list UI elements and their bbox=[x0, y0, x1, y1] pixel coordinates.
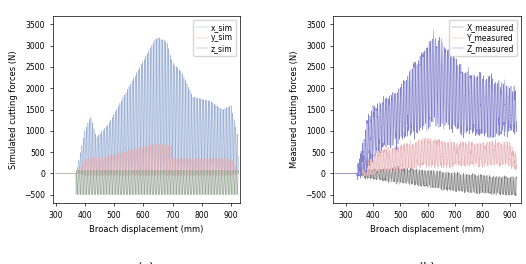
y_sim bbox=[136, 147, 143, 150]
y_sim bbox=[230, 173, 236, 176]
Z_measured bbox=[508, 112, 514, 116]
Line: y_sim: y_sim bbox=[56, 144, 238, 176]
Y_measured bbox=[513, 155, 520, 158]
y_sim bbox=[153, 142, 159, 145]
y_sim bbox=[53, 172, 59, 175]
Y_measured bbox=[508, 167, 514, 171]
Y_measured bbox=[416, 142, 422, 145]
x_sim bbox=[62, 172, 68, 175]
Legend: X_measured, Y_measured, Z_measured: X_measured, Y_measured, Z_measured bbox=[449, 20, 517, 56]
z_sim bbox=[53, 172, 59, 175]
X_measured bbox=[395, 164, 401, 168]
x_sim bbox=[141, 68, 148, 71]
y_sim bbox=[174, 174, 180, 177]
x_sim bbox=[136, 73, 143, 76]
Z_measured bbox=[475, 127, 481, 130]
Title: (b): (b) bbox=[419, 262, 435, 264]
X-axis label: Broach displacement (mm): Broach displacement (mm) bbox=[370, 225, 484, 234]
x_sim bbox=[230, 146, 236, 149]
Legend: x_sim, y_sim, z_sim: x_sim, y_sim, z_sim bbox=[194, 20, 236, 56]
Line: Z_measured: Z_measured bbox=[335, 30, 517, 180]
Z_measured bbox=[416, 59, 422, 62]
Z_measured bbox=[341, 172, 347, 175]
y_sim bbox=[62, 172, 68, 175]
Y-axis label: Measured cutting forces (N): Measured cutting forces (N) bbox=[290, 51, 299, 168]
x_sim bbox=[53, 172, 59, 175]
Y_measured bbox=[332, 172, 338, 175]
z_sim bbox=[235, 171, 241, 174]
X_measured bbox=[332, 172, 338, 175]
Line: Y_measured: Y_measured bbox=[335, 138, 517, 176]
X-axis label: Broach displacement (mm): Broach displacement (mm) bbox=[89, 225, 204, 234]
Y_measured bbox=[475, 165, 481, 168]
z_sim bbox=[62, 172, 68, 175]
Y_measured bbox=[423, 136, 429, 139]
Y-axis label: Simulated cutting forces (N): Simulated cutting forces (N) bbox=[9, 50, 18, 169]
X_measured bbox=[420, 182, 427, 185]
X_measured bbox=[513, 177, 520, 180]
y_sim bbox=[141, 159, 148, 163]
Z_measured bbox=[509, 128, 515, 131]
Line: z_sim: z_sim bbox=[56, 170, 238, 195]
Line: X_measured: X_measured bbox=[335, 166, 517, 196]
z_sim bbox=[137, 187, 143, 190]
Z_measured bbox=[332, 172, 338, 175]
x_sim bbox=[196, 145, 203, 148]
x_sim bbox=[155, 36, 161, 39]
y_sim bbox=[230, 173, 236, 177]
X_measured bbox=[475, 188, 481, 191]
Z_measured bbox=[354, 178, 360, 181]
z_sim bbox=[197, 184, 203, 187]
z_sim bbox=[114, 193, 120, 196]
z_sim bbox=[230, 182, 236, 185]
Z_measured bbox=[513, 120, 520, 123]
X_measured bbox=[508, 193, 514, 196]
Line: x_sim: x_sim bbox=[56, 37, 238, 173]
z_sim bbox=[230, 186, 236, 189]
z_sim bbox=[141, 193, 148, 196]
X_measured bbox=[508, 192, 514, 195]
Y_measured bbox=[341, 172, 347, 175]
y_sim bbox=[235, 170, 241, 173]
X_measured bbox=[513, 194, 519, 197]
X_measured bbox=[416, 178, 422, 181]
z_sim bbox=[174, 168, 180, 172]
Z_measured bbox=[431, 29, 437, 32]
Y_measured bbox=[420, 153, 427, 157]
x_sim bbox=[235, 155, 241, 158]
Z_measured bbox=[420, 68, 427, 71]
X_measured bbox=[341, 172, 347, 175]
Y_measured bbox=[509, 164, 515, 167]
Y_measured bbox=[361, 175, 368, 178]
x_sim bbox=[230, 157, 236, 160]
Title: (a): (a) bbox=[138, 262, 154, 264]
y_sim bbox=[197, 174, 203, 177]
